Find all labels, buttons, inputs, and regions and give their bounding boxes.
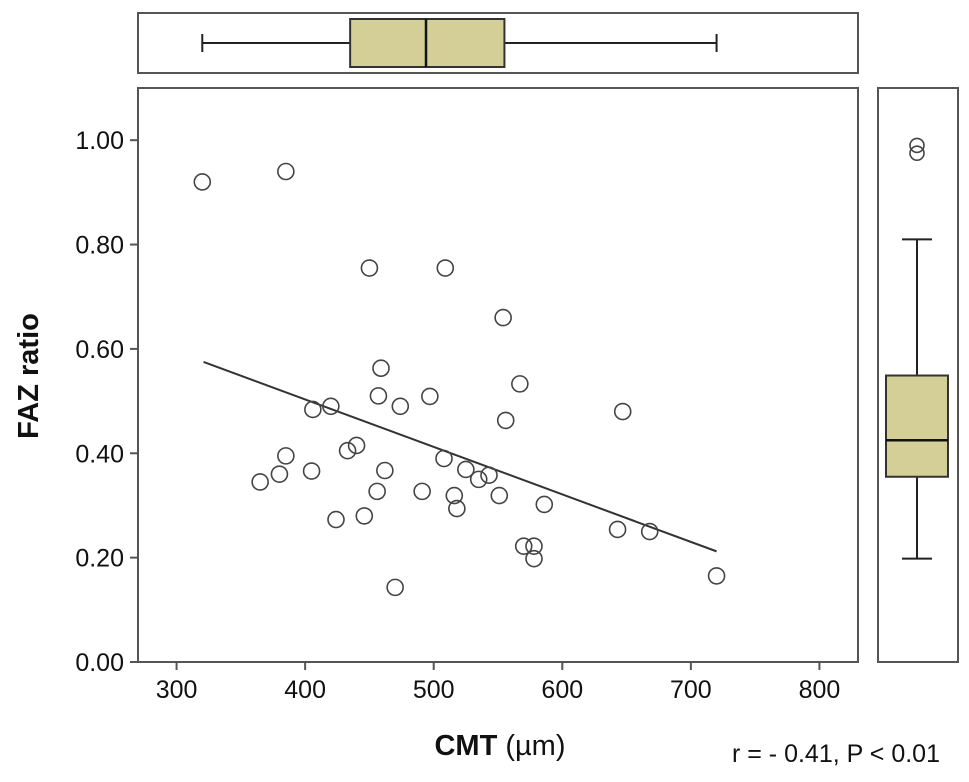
data-point bbox=[413, 482, 431, 501]
y-tick-label: 0.60 bbox=[75, 336, 124, 364]
data-point bbox=[386, 578, 404, 597]
data-point bbox=[525, 537, 543, 555]
y-axis-title: FAZ ratio bbox=[13, 313, 45, 439]
right-box-iqr bbox=[885, 374, 949, 478]
data-point bbox=[355, 507, 374, 525]
top-box-iqr bbox=[349, 18, 506, 68]
data-point bbox=[613, 402, 632, 421]
data-point bbox=[421, 387, 439, 406]
data-point bbox=[640, 522, 659, 541]
y-tick-label: 0.80 bbox=[75, 232, 124, 260]
data-point bbox=[494, 308, 512, 327]
data-point bbox=[270, 465, 289, 483]
y-tick-label: 0.40 bbox=[75, 440, 124, 468]
data-point bbox=[448, 499, 466, 518]
data-point bbox=[360, 259, 379, 277]
x-axis-title: CMT (µm) bbox=[434, 730, 565, 762]
data-point bbox=[322, 397, 340, 416]
data-point bbox=[193, 173, 212, 191]
plot-area-frame bbox=[137, 87, 859, 663]
data-point bbox=[457, 460, 475, 479]
data-point bbox=[338, 441, 357, 460]
y-tick-label: 1.00 bbox=[75, 127, 124, 155]
x-axis: 300 400 500 600 700 800 bbox=[156, 662, 841, 704]
data-point bbox=[304, 400, 322, 419]
x-tick-label: 700 bbox=[670, 676, 712, 704]
data-point bbox=[514, 537, 533, 555]
top-boxplot-frame bbox=[137, 12, 859, 74]
regression-line bbox=[203, 361, 717, 553]
data-point bbox=[608, 520, 627, 539]
y-axis: 0.00 0.20 0.40 0.60 0.80 1.00 bbox=[75, 127, 138, 677]
data-point bbox=[302, 462, 321, 480]
data-point bbox=[480, 466, 498, 484]
right-box-outlier bbox=[909, 137, 925, 154]
data-point bbox=[511, 375, 529, 393]
data-point bbox=[251, 473, 269, 491]
right-boxplot bbox=[885, 137, 949, 560]
x-tick-label: 500 bbox=[413, 676, 455, 704]
data-point bbox=[376, 461, 394, 480]
x-tick-label: 800 bbox=[799, 676, 841, 704]
data-point bbox=[490, 486, 509, 505]
data-point bbox=[707, 567, 726, 585]
data-point bbox=[469, 470, 488, 489]
data-point bbox=[372, 359, 390, 378]
data-point bbox=[445, 486, 464, 505]
right-box-outlier bbox=[909, 145, 925, 162]
y-tick-label: 0.00 bbox=[75, 649, 124, 677]
data-point bbox=[525, 549, 543, 568]
x-tick-label: 400 bbox=[284, 676, 326, 704]
data-point bbox=[277, 447, 295, 465]
data-point bbox=[327, 510, 345, 529]
right-boxplot-frame bbox=[877, 87, 959, 663]
data-point bbox=[347, 436, 366, 455]
correlation-annotation: r = - 0.41, P < 0.01 bbox=[732, 740, 940, 768]
scatter-points bbox=[193, 162, 726, 597]
data-point bbox=[496, 411, 515, 430]
data-point bbox=[435, 449, 453, 468]
x-tick-label: 300 bbox=[156, 676, 198, 704]
data-point bbox=[369, 387, 388, 405]
x-tick-label: 600 bbox=[541, 676, 583, 704]
top-boxplot bbox=[201, 18, 718, 68]
data-point bbox=[535, 495, 554, 514]
data-point bbox=[436, 259, 455, 277]
data-point bbox=[391, 397, 410, 416]
data-point bbox=[277, 162, 295, 181]
y-tick-label: 0.20 bbox=[75, 545, 124, 573]
data-point bbox=[368, 482, 386, 501]
